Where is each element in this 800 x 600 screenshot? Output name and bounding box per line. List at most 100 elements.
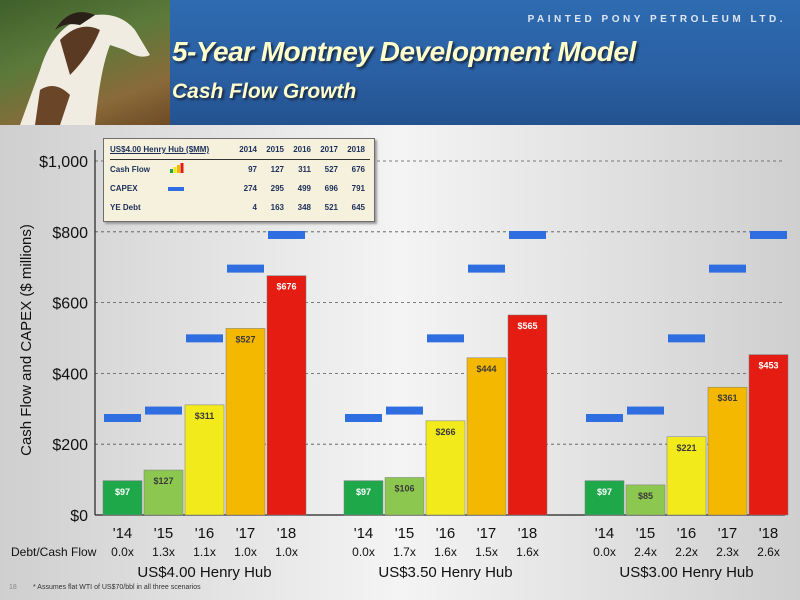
scenario-label: US$4.00 Henry Hub bbox=[137, 564, 271, 581]
bar-value-label: $565 bbox=[517, 321, 537, 331]
debt-cash-flow-ratio: 0.0x bbox=[111, 545, 134, 559]
category-label: '17 bbox=[236, 525, 256, 542]
bar-value-label: $361 bbox=[717, 393, 737, 403]
table-cell: 791 bbox=[351, 184, 365, 193]
cash-flow-bar bbox=[143, 469, 184, 516]
bar-value-label: $266 bbox=[435, 427, 455, 437]
capex-marker bbox=[468, 264, 505, 273]
bar-value-label: $127 bbox=[153, 476, 173, 486]
bar-value-label: $106 bbox=[394, 483, 414, 493]
cash-flow-bar bbox=[425, 420, 466, 516]
table-year: 2015 bbox=[266, 145, 284, 154]
scenario-label: US$3.00 Henry Hub bbox=[619, 564, 753, 581]
category-label: '18 bbox=[277, 525, 297, 542]
debt-cash-flow-ratio: 2.6x bbox=[757, 545, 780, 559]
cash-flow-bar bbox=[184, 404, 225, 516]
capex-marker bbox=[268, 230, 305, 239]
row-label-cash-flow: Cash Flow bbox=[110, 165, 151, 174]
capex-marker bbox=[709, 264, 746, 273]
bar-value-label: $221 bbox=[676, 443, 696, 453]
capex-marker bbox=[668, 334, 705, 343]
debt-cash-flow-ratio: 2.4x bbox=[634, 545, 657, 559]
table-year: 2016 bbox=[293, 145, 311, 154]
table-cell: 645 bbox=[351, 203, 365, 212]
capex-legend-icon bbox=[168, 187, 184, 191]
cash-flow-bar bbox=[102, 480, 143, 516]
category-label: '16 bbox=[677, 525, 697, 542]
category-label: '14 bbox=[354, 525, 374, 542]
category-label: '17 bbox=[477, 525, 497, 542]
y-tick-label: $1,000 bbox=[39, 154, 88, 171]
debt-cash-flow-ratio: 0.0x bbox=[352, 545, 375, 559]
category-label: '18 bbox=[759, 525, 779, 542]
cash-flow-bar bbox=[266, 275, 307, 516]
cash-flow-bar bbox=[384, 477, 425, 516]
table-cell: 499 bbox=[297, 184, 311, 193]
category-label: '16 bbox=[436, 525, 456, 542]
debt-cash-flow-ratio: 1.5x bbox=[475, 545, 498, 559]
bar-value-label: $97 bbox=[115, 487, 130, 497]
category-label: '16 bbox=[195, 525, 215, 542]
category-label: '15 bbox=[154, 525, 174, 542]
table-year: 2014 bbox=[239, 145, 257, 154]
capex-marker bbox=[627, 406, 664, 415]
horse-photo bbox=[0, 0, 170, 125]
cash-flow-chart: $0 $200 $400 $600 $800 $1,000 Cash Flow and CA… bbox=[11, 150, 789, 581]
debt-cash-flow-ratio: 2.3x bbox=[716, 545, 739, 559]
capex-marker bbox=[227, 264, 264, 273]
debt-cash-flow-ratio: 0.0x bbox=[593, 545, 616, 559]
table-cell: 696 bbox=[324, 184, 338, 193]
category-label: '15 bbox=[636, 525, 656, 542]
debt-cash-flow-ratio: 1.0x bbox=[234, 545, 257, 559]
bar-value-label: $527 bbox=[235, 334, 255, 344]
capex-marker bbox=[145, 406, 182, 415]
y-tick-label: $800 bbox=[52, 225, 88, 242]
bar-value-label: $444 bbox=[476, 364, 496, 374]
header-banner: PAINTED PONY PETROLEUM LTD. 5-Year Montn… bbox=[0, 0, 800, 125]
table-cell: 127 bbox=[270, 165, 284, 174]
bar-value-label: $676 bbox=[276, 282, 296, 292]
y-axis-label: Cash Flow and CAPEX ($ millions) bbox=[18, 224, 35, 456]
bar-value-label: $97 bbox=[597, 487, 612, 497]
capex-marker bbox=[345, 414, 382, 423]
capex-marker bbox=[186, 334, 223, 343]
debt-cash-flow-ratio: 1.6x bbox=[516, 545, 539, 559]
y-tick-label: $0 bbox=[70, 508, 88, 525]
slide-title: 5-Year Montney Development Model bbox=[172, 36, 636, 67]
capex-marker bbox=[750, 230, 787, 239]
cash-flow-bar bbox=[625, 484, 666, 516]
debt-cash-flow-label: Debt/Cash Flow bbox=[11, 545, 97, 559]
cash-flow-bar bbox=[748, 354, 789, 516]
table-cell: 4 bbox=[252, 203, 257, 212]
summary-table: US$4.00 Henry Hub ($MM) 2014 2015 2016 2… bbox=[103, 138, 375, 222]
scenario-label: US$3.50 Henry Hub bbox=[378, 564, 512, 581]
capex-marker bbox=[427, 334, 464, 343]
category-label: '15 bbox=[395, 525, 415, 542]
table-title: US$4.00 Henry Hub ($MM) bbox=[110, 145, 210, 154]
table-year: 2017 bbox=[320, 145, 338, 154]
table-cell: 676 bbox=[351, 165, 365, 174]
category-label: '14 bbox=[595, 525, 615, 542]
cash-flow-bar bbox=[507, 314, 548, 516]
table-cell: 274 bbox=[243, 184, 257, 193]
debt-cash-flow-ratio: 1.7x bbox=[393, 545, 416, 559]
cash-flow-bar bbox=[666, 436, 707, 516]
company-name: PAINTED PONY PETROLEUM LTD. bbox=[527, 14, 786, 25]
debt-cash-flow-ratio: 1.6x bbox=[434, 545, 457, 559]
page-number: 18 bbox=[9, 584, 17, 591]
category-label: '14 bbox=[113, 525, 133, 542]
table-cell: 163 bbox=[270, 203, 284, 212]
table-cell: 295 bbox=[270, 184, 284, 193]
debt-cash-flow-ratio: 2.2x bbox=[675, 545, 698, 559]
cash-flow-bar bbox=[466, 357, 507, 516]
cash-flow-bar bbox=[584, 480, 625, 516]
capex-marker bbox=[509, 230, 546, 239]
y-tick-label: $200 bbox=[52, 437, 88, 454]
bar-value-label: $97 bbox=[356, 487, 371, 497]
y-tick-label: $400 bbox=[52, 366, 88, 383]
cash-flow-bar bbox=[707, 386, 748, 516]
table-cell: 521 bbox=[324, 203, 338, 212]
table-cell: 348 bbox=[297, 203, 311, 212]
category-label: '18 bbox=[518, 525, 538, 542]
table-cell: 311 bbox=[298, 165, 311, 174]
